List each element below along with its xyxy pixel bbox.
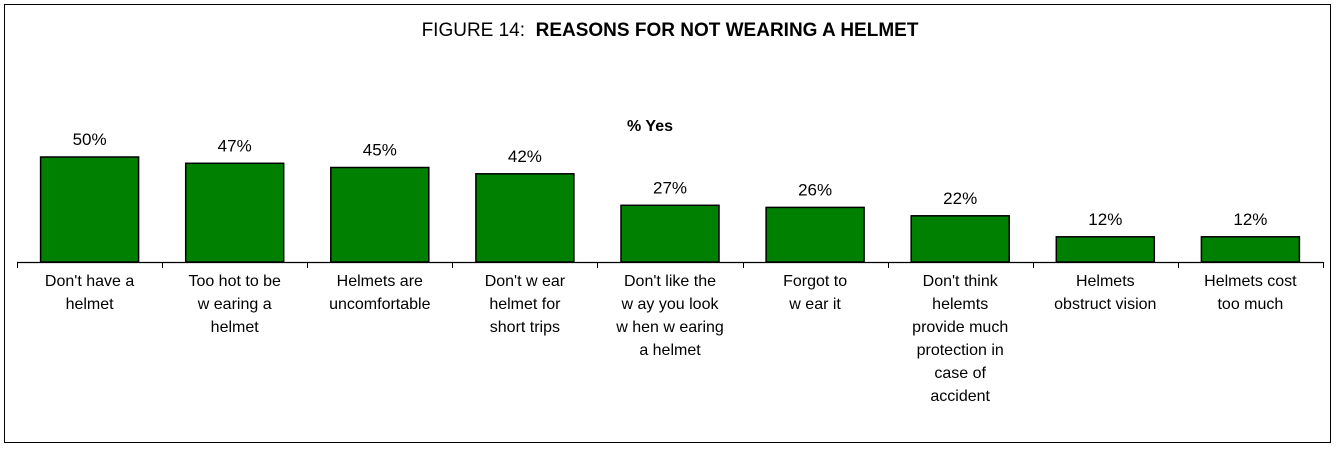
x-tick-label-line: Don't think (923, 273, 999, 290)
x-tick-label-line: Helmets (1076, 273, 1135, 290)
x-tick-label: Helmets cost too much (1204, 273, 1297, 313)
x-tick-label: Don't like the w ay you look w hen w earin… (615, 273, 724, 359)
bar (766, 207, 864, 262)
x-tick-label-line: protection in (917, 342, 1004, 359)
x-tick-label: Forgot to w ear it (783, 273, 847, 313)
x-tick-label-line: w ear it (788, 296, 841, 313)
x-tick-label: Helmets are uncomfortable (329, 273, 430, 313)
x-tick-label-line: Forgot to (783, 273, 847, 290)
bar (476, 174, 574, 262)
bar (1201, 237, 1299, 262)
x-tick-label-line: uncomfortable (329, 296, 430, 313)
bar (186, 163, 284, 262)
x-tick-label-line: Too hot to be (188, 273, 281, 290)
x-tick-label-line: w ay you look (621, 296, 720, 313)
x-tick-label: Don't think helemts provide much protection… (912, 273, 1008, 405)
x-tick-label-line: obstruct vision (1054, 296, 1156, 313)
x-tick-label-line: helmet for (489, 296, 561, 313)
x-tick-label-line: helemts (932, 296, 988, 313)
x-tick-label-line: w hen w earing (615, 319, 724, 336)
data-label: 22% (943, 189, 977, 208)
x-tick-label-line: Helmets cost (1204, 273, 1297, 290)
data-label: 27% (653, 178, 687, 197)
data-label: 26% (798, 180, 832, 199)
data-label: 12% (1088, 210, 1122, 229)
x-tick-label-line: Helmets are (337, 273, 423, 290)
x-tick-label-line: Don't like the (624, 273, 716, 290)
x-tick-label: Don't have a helmet (45, 273, 134, 313)
x-tick-label-line: w earing a (197, 296, 272, 313)
x-tick-label-line: a helmet (639, 342, 701, 359)
x-tick-label-line: helmet (211, 319, 260, 336)
bar (1056, 237, 1154, 262)
x-tick-label-line: provide much (912, 319, 1008, 336)
bar (41, 157, 139, 262)
x-tick-label-line: too much (1217, 296, 1283, 313)
data-label: 45% (363, 141, 397, 160)
data-label: 12% (1233, 210, 1267, 229)
x-tick-label-line: short trips (490, 319, 560, 336)
x-tick-label-line: Don't w ear (485, 273, 566, 290)
x-tick-label-line: Don't have a (45, 273, 134, 290)
x-tick-label: Helmets obstruct vision (1054, 273, 1156, 313)
data-label: 42% (508, 147, 542, 166)
data-label: 47% (218, 136, 252, 155)
x-tick-label-line: case of (934, 365, 986, 382)
x-tick-label: Too hot to be w earing a helmet (188, 273, 281, 336)
data-label: 50% (73, 130, 107, 149)
bar (911, 216, 1009, 262)
x-tick-label: Don't w ear helmet for short trips (485, 273, 566, 336)
bar (621, 205, 719, 262)
x-tick-label-line: helmet (66, 296, 115, 313)
bar (331, 168, 429, 263)
x-tick-label-line: accident (930, 388, 990, 405)
